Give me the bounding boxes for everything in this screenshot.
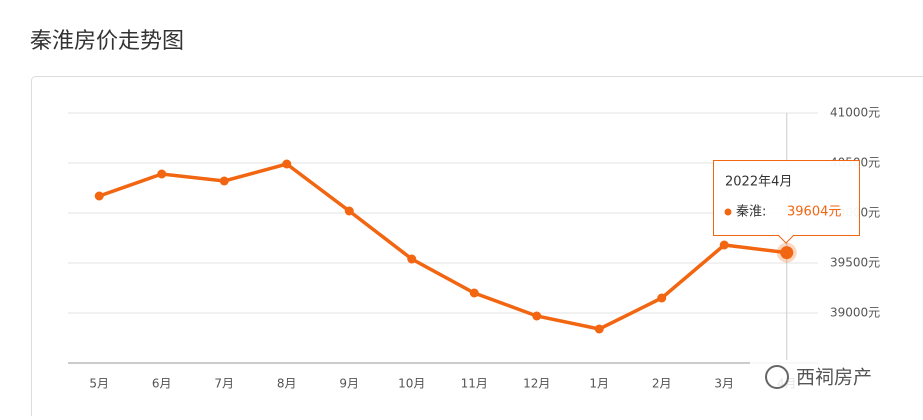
x-tick-label: 12月	[523, 377, 550, 391]
data-point	[345, 207, 354, 216]
x-tick-label: 6月	[152, 377, 172, 391]
tooltip-title: 2022年4月	[725, 175, 792, 190]
tooltip-marker	[725, 209, 732, 216]
data-point	[532, 312, 541, 321]
page-title: 秦淮房价走势图	[30, 29, 184, 54]
watermark: 西祠房产	[750, 360, 910, 396]
tooltip-name: 秦淮:	[736, 205, 766, 220]
x-tick-label: 2月	[652, 377, 672, 391]
x-tick-label: 9月	[339, 377, 359, 391]
data-point	[720, 241, 729, 250]
tooltip-value: 39604元	[787, 205, 841, 220]
data-point	[657, 294, 666, 303]
tooltip-box	[714, 161, 860, 236]
y-tick-label: 39500元	[830, 256, 880, 270]
x-tick-label: 3月	[714, 377, 734, 391]
data-point	[470, 289, 479, 298]
data-point	[95, 192, 104, 201]
x-tick-label: 1月	[589, 377, 609, 391]
x-tick-label: 7月	[214, 377, 234, 391]
data-point	[157, 170, 166, 179]
data-point	[407, 255, 416, 264]
data-point	[282, 160, 291, 169]
y-tick-label: 41000元	[830, 106, 880, 120]
x-tick-label: 8月	[277, 377, 297, 391]
x-tick-label: 11月	[461, 377, 488, 391]
data-point	[595, 325, 604, 334]
data-point	[780, 246, 793, 259]
watermark-text: 西祠房产	[796, 367, 872, 389]
data-point	[220, 177, 229, 186]
y-tick-label: 39000元	[830, 306, 880, 320]
x-tick-label: 10月	[398, 377, 425, 391]
x-tick-label: 5月	[89, 377, 109, 391]
